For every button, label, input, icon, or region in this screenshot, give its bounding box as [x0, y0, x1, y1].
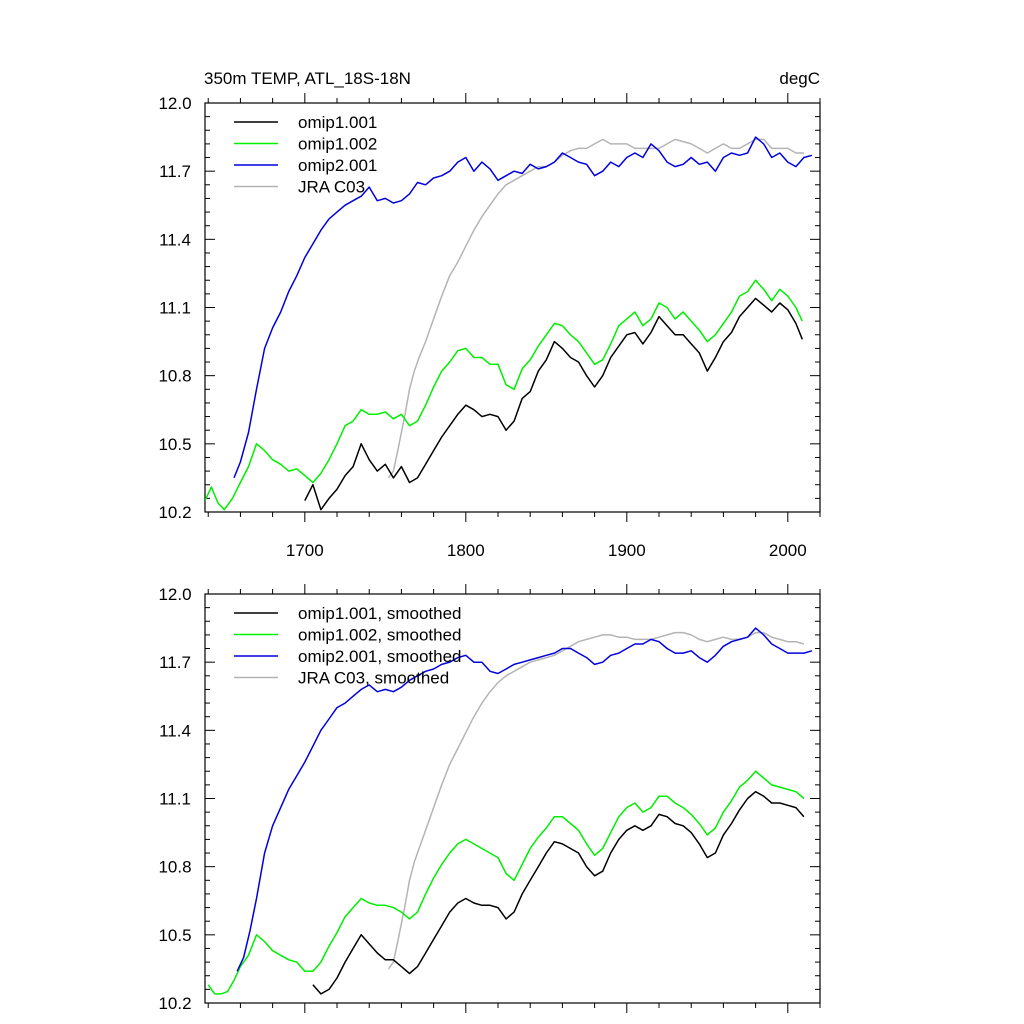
legend-label: JRA C03: [298, 178, 365, 197]
legend-label: omip2.001, smoothed: [298, 647, 462, 666]
units-label: degC: [779, 69, 820, 88]
series-line-omip1-001-smoothed: [312, 790, 805, 995]
y-tick-label: 10.8: [158, 367, 191, 386]
legend-label: omip1.001: [298, 113, 377, 132]
legend-label: omip1.001, smoothed: [298, 604, 462, 623]
y-tick-label: 11.1: [159, 790, 191, 809]
series-line-omip1-002-smoothed: [207, 770, 805, 995]
y-tick-label: 10.2: [158, 503, 191, 522]
y-tick-label: 11.4: [159, 230, 191, 249]
series-line-omip1-002: [205, 279, 803, 511]
series-line-omip2-001-smoothed: [236, 627, 813, 972]
legend-label: omip2.001: [298, 156, 377, 175]
series-line-jra-c03-smoothed: [387, 631, 805, 970]
series-line-omip1-001: [304, 297, 803, 511]
legend-label: omip1.002, smoothed: [298, 626, 462, 645]
y-tick-label: 11.7: [159, 162, 191, 181]
series-group: [205, 136, 813, 511]
y-tick-label: 10.5: [158, 435, 191, 454]
legend-label: omip1.002: [298, 135, 377, 154]
top-panel: 350m TEMP, ATL_18S-18N degC 10.2 10.5 10.8…: [158, 69, 821, 560]
y-tick-label: 11.4: [159, 721, 191, 740]
x-tick-label: 1900: [608, 541, 646, 560]
x-tick-label: 1800: [447, 541, 485, 560]
bottom-panel: 10.2 10.5 10.8 11.1 11.4 11.7 12.0 omip1.001, s…: [158, 584, 821, 1013]
y-tick-label: 10.2: [158, 994, 191, 1013]
legend: omip1.001 omip1.002 omip2.001 JRA C03: [234, 113, 377, 197]
y-tick-label: 11.7: [159, 653, 191, 672]
x-tick-label: 2000: [769, 541, 807, 560]
y-tick-label: 12.0: [158, 94, 191, 113]
legend-label: JRA C03, smoothed: [298, 669, 449, 688]
y-tick-label: 11.1: [159, 299, 191, 318]
x-tick-label: 1700: [286, 541, 324, 560]
series-group: [207, 627, 813, 995]
legend: omip1.001, smoothed omip1.002, smoothed om…: [234, 604, 462, 688]
series-line-omip2-001: [233, 136, 813, 479]
y-tick-label: 10.8: [158, 858, 191, 877]
series-line-jra-c03: [387, 138, 804, 479]
chart-title: 350m TEMP, ATL_18S-18N: [204, 69, 411, 88]
y-tick-label: 12.0: [158, 585, 191, 604]
y-tick-label: 10.5: [158, 926, 191, 945]
